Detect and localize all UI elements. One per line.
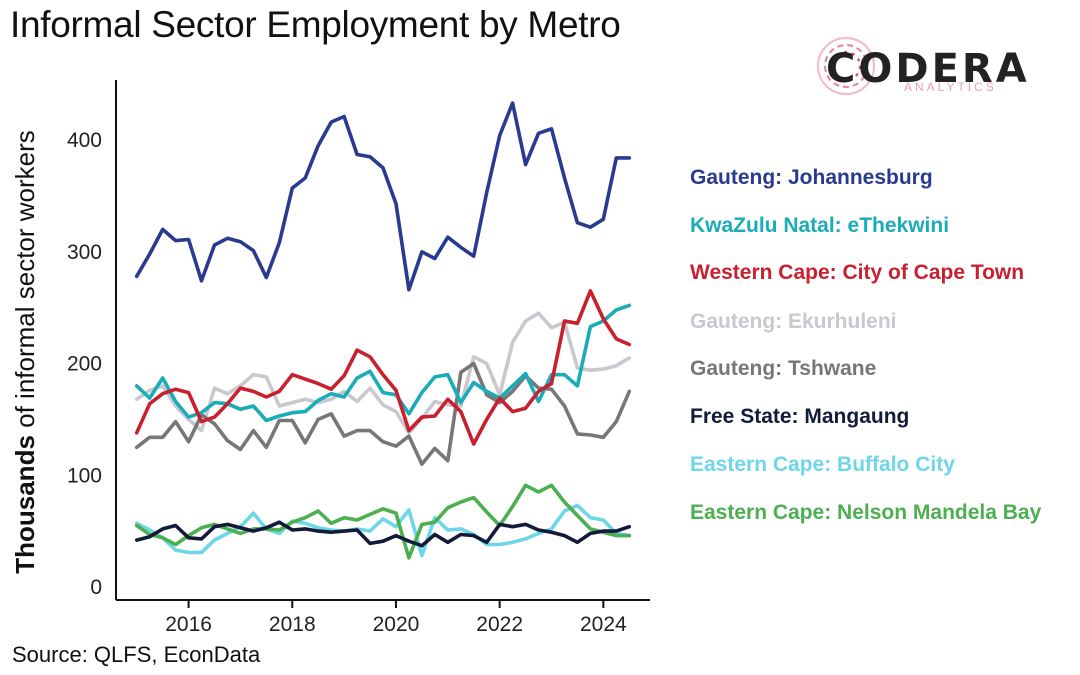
- x-tick-label: 2022: [476, 613, 523, 636]
- series-line-free-state-mangaung: [134, 520, 632, 548]
- y-tick-label: 300: [67, 241, 102, 264]
- x-tick-label: 2024: [580, 613, 627, 636]
- y-axis-title-bold: Thousands: [10, 435, 40, 574]
- legend-item: KwaZulu Natal: eThekwini: [690, 214, 950, 237]
- legend-item: Gauteng: Ekurhuleni: [690, 310, 897, 333]
- logo-wordmark: CODERA: [826, 46, 1030, 92]
- logo-ring-inner: [830, 50, 862, 82]
- series-line-gauteng-johannesburg: [134, 101, 632, 292]
- chart-title: Informal Sector Employment by Metro: [10, 4, 621, 45]
- legend-item: Western Cape: City of Cape Town: [690, 261, 1025, 284]
- legend-item: Gauteng: Johannesburg: [690, 166, 933, 189]
- x-tick-label: 2020: [373, 613, 420, 636]
- y-tick-label: 100: [67, 464, 102, 487]
- y-tick-label: 200: [67, 353, 102, 376]
- series-line-kwazulu-natal-ethekwini: [134, 303, 632, 423]
- source-note: Source: QLFS, EconData: [12, 642, 261, 667]
- series-line-gauteng-tshwane: [134, 361, 632, 466]
- legend-item: Eastern Cape: Nelson Mandela Bay: [690, 501, 1042, 524]
- series-line-western-cape-city-of-cape-town: [134, 289, 632, 446]
- y-axis-title-rest: of informal sector workers: [10, 130, 40, 435]
- codera-logo-icon: [816, 36, 876, 96]
- svg-text:Thousands of informal sector w: Thousands of informal sector workers: [10, 130, 40, 574]
- logo-subtitle: ANALYTICS: [904, 80, 997, 94]
- series-line-gauteng-ekurhuleni: [134, 311, 632, 435]
- y-axis-title: Thousands of informal sector workers: [10, 130, 40, 574]
- logo-ring-middle: [823, 43, 869, 89]
- x-tick-label: 2016: [165, 613, 212, 636]
- legend-item: Eastern Cape: Buffalo City: [690, 453, 955, 476]
- legend-item: Gauteng: Tshwane: [690, 357, 877, 380]
- y-tick-label: 400: [67, 129, 102, 152]
- legend-item: Free State: Mangaung: [690, 405, 910, 428]
- logo-ring-outer: [816, 36, 876, 96]
- x-tick-label: 2018: [269, 613, 316, 636]
- y-tick-label: 0: [90, 576, 102, 599]
